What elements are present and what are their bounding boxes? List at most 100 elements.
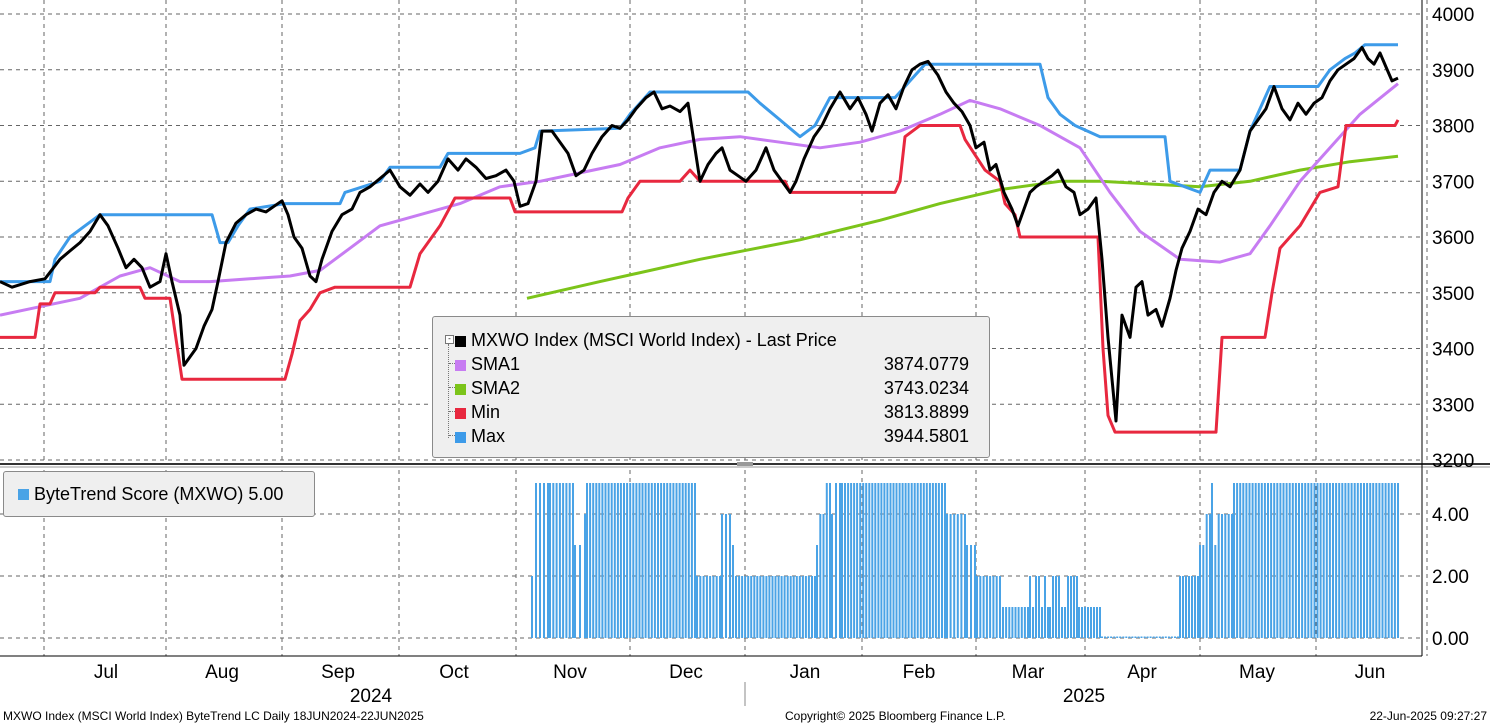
bytetrend-bar — [1177, 636, 1179, 638]
legend-swatch-price — [455, 336, 466, 347]
bytetrend-bar — [871, 483, 874, 638]
bytetrend-bar — [1119, 636, 1122, 638]
bytetrend-bar — [928, 483, 931, 638]
bytetrend-bar — [565, 483, 568, 638]
bytetrend-bar — [1167, 636, 1170, 638]
bytetrend-bar — [750, 576, 753, 638]
bytetrend-bar — [816, 545, 818, 638]
bytetrend-bar — [1279, 483, 1282, 638]
bytetrend-bar — [1011, 607, 1014, 638]
bytetrend-bar — [1164, 636, 1167, 638]
bytetrend-bar — [672, 483, 675, 638]
bytetrend-bar — [1052, 576, 1054, 638]
bytetrend-bar — [922, 483, 925, 638]
bytetrend-bar — [1251, 483, 1254, 638]
bytetrend-bar — [558, 483, 561, 638]
bytetrend-bar — [1390, 483, 1393, 638]
bytetrend-bar — [1049, 607, 1051, 638]
bytetrend-bar — [592, 483, 595, 638]
bytetrend-bar — [626, 483, 629, 638]
bytetrend-bar — [889, 483, 892, 638]
bytetrend-bar — [1307, 483, 1310, 638]
bytetrend-bar — [1143, 636, 1146, 638]
legend-swatch-min — [455, 408, 466, 419]
legend-row-max: Max 3944.5801 — [455, 426, 979, 450]
series-line-sma2 — [526, 154, 1399, 300]
y-tick-label: 3500 — [1432, 284, 1474, 305]
bytetrend-legend: ByteTrend Score (MXWO) 5.00 — [3, 471, 315, 517]
bytetrend-bar — [579, 545, 581, 638]
bytetrend-bar — [780, 576, 783, 638]
bytetrend-bar — [814, 576, 816, 638]
bytetrend-bar — [663, 483, 666, 638]
bytetrend-bar — [944, 483, 946, 638]
bytetrend-bar — [1267, 483, 1269, 638]
bytetrend-bar — [877, 483, 880, 638]
bytetrend-bar — [1294, 483, 1297, 638]
bytetrend-bar — [831, 514, 833, 638]
bytetrend-bar — [1197, 576, 1199, 638]
bytetrend-bar — [941, 483, 943, 638]
bytetrend-bar — [1257, 483, 1260, 638]
bytetrend-bar — [1304, 483, 1307, 638]
bytetrend-bar — [759, 576, 762, 638]
bytetrend-bar — [807, 576, 810, 638]
bytetrend-bar — [982, 576, 985, 638]
bytetrend-bar — [913, 483, 916, 638]
x-month-label: Jul — [94, 662, 118, 683]
bytetrend-bar — [822, 514, 825, 638]
bytetrend-bar — [1061, 607, 1063, 638]
bytetrend-bar — [1020, 607, 1023, 638]
bytetrend-bar — [1381, 483, 1384, 638]
bytetrend-bar — [844, 483, 846, 638]
bytetrend-bar — [1128, 636, 1131, 638]
legend-row-sma2: SMA2 3743.0234 — [455, 378, 979, 402]
collapse-icon[interactable]: - — [445, 335, 454, 344]
bytetrend-bar — [1185, 576, 1187, 638]
bytetrend-bar — [1363, 483, 1365, 638]
bytetrend-bar — [1170, 636, 1173, 638]
bytetrend-bar — [1155, 636, 1158, 638]
bytetrend-bar — [1035, 576, 1037, 638]
bytetrend-bar — [1005, 607, 1008, 638]
bytetrend-bar — [1152, 636, 1155, 638]
bytetrend-bar — [1149, 636, 1152, 638]
bytetrend-bar — [715, 576, 718, 638]
panel-resize-grip — [737, 462, 753, 466]
legend-swatch-sma1 — [455, 360, 466, 371]
bytetrend-bar — [880, 483, 883, 638]
legend-tree-branch — [449, 435, 457, 436]
bytetrend-bar — [1356, 483, 1359, 638]
bytetrend-bar — [895, 483, 898, 638]
bytetrend-bar — [783, 576, 786, 638]
bytetrend-bar — [1387, 483, 1390, 638]
bytetrend-bar — [850, 483, 853, 638]
bytetrend-bar — [966, 545, 968, 638]
bytetrend-bar — [644, 483, 647, 638]
bytetrend-bar — [735, 576, 737, 638]
bytetrend-bar — [699, 576, 702, 638]
series-line-min — [0, 119, 1400, 434]
bytetrend-bar — [539, 483, 541, 638]
bytetrend-bar — [738, 576, 741, 638]
bytetrend-bar — [1288, 483, 1291, 638]
bytetrend-bar — [1073, 576, 1075, 638]
bytetrend-bar — [650, 483, 653, 638]
bytetrend-bar — [1029, 576, 1031, 638]
bytetrend-bar — [756, 576, 759, 638]
bytetrend-bar — [1090, 607, 1092, 638]
bytetrend-bar — [653, 483, 656, 638]
bytetrend-bar — [629, 483, 632, 638]
bytetrend-bar — [732, 545, 734, 638]
x-month-label: Jun — [1355, 662, 1386, 683]
bytetrend-bar — [1344, 483, 1347, 638]
bytetrend-bar — [992, 576, 995, 638]
bytetrend-bar — [1369, 483, 1372, 638]
bytetrend-bar — [1064, 607, 1066, 638]
bytetrend-bar — [1353, 483, 1356, 638]
bytetrend-bar — [702, 576, 705, 638]
bytetrend-bar — [934, 483, 937, 638]
bytetrend-bar — [1217, 514, 1220, 638]
bytetrend-bar — [1199, 545, 1201, 638]
